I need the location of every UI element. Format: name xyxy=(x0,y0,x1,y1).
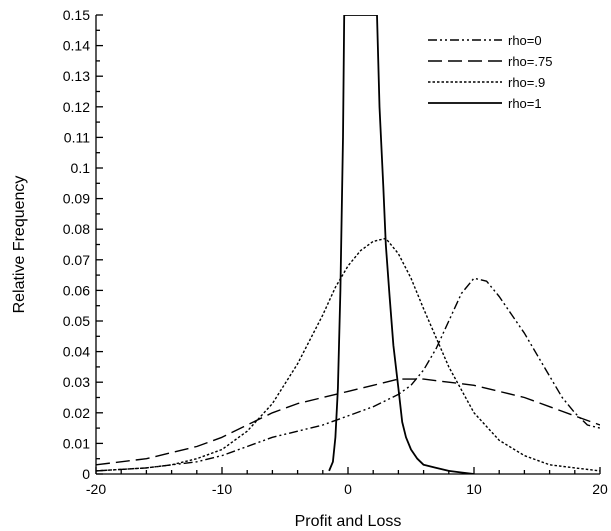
chart-ticks: 0 0.01 0.02 0.03 0.04 0.05 0.06 0.07 0.08 0.09 0.1… xyxy=(63,7,608,497)
series-line-3 xyxy=(96,237,600,472)
y-tick-label: 0.07 xyxy=(63,252,90,268)
y-tick-label: 0.09 xyxy=(63,191,90,207)
x-axis-label: Profit and Loss xyxy=(295,513,402,530)
x-tick-label: 10 xyxy=(466,481,482,497)
y-tick-label: 0.08 xyxy=(63,221,90,237)
y-tick-label: 0.03 xyxy=(63,374,90,390)
series-line-1 xyxy=(96,277,600,472)
y-tick-label: 0.04 xyxy=(63,344,90,360)
chart-legend: rho=0 rho=.75 rho=.9 rho=1 xyxy=(428,33,552,111)
y-tick-label: 0.13 xyxy=(63,68,90,84)
y-axis-label: Relative Frequency xyxy=(11,176,28,314)
series-line-2 xyxy=(96,378,600,466)
series-line-4 xyxy=(328,15,475,474)
legend-label-1: rho=0 xyxy=(508,33,542,48)
x-tick-label: 20 xyxy=(592,481,608,497)
legend-label-3: rho=.9 xyxy=(508,75,545,90)
y-tick-label: 0.06 xyxy=(63,282,90,298)
y-tick-label: 0 xyxy=(82,466,90,482)
y-tick-label: 0.05 xyxy=(63,313,90,329)
chart-series xyxy=(96,15,600,474)
x-tick-label: -20 xyxy=(86,481,106,497)
y-tick-label: 0.11 xyxy=(64,129,90,145)
y-tick-label: 0.12 xyxy=(63,99,90,115)
legend-label-4: rho=1 xyxy=(508,96,542,111)
legend-label-2: rho=.75 xyxy=(508,54,552,69)
y-tick-label: 0.02 xyxy=(63,405,90,421)
y-tick-label: 0.1 xyxy=(71,160,91,176)
y-tick-label: 0.15 xyxy=(63,7,90,23)
x-tick-label: 0 xyxy=(344,481,352,497)
y-tick-label: 0.01 xyxy=(63,435,90,451)
y-tick-label: 0.14 xyxy=(63,38,90,54)
x-tick-label: -10 xyxy=(212,481,232,497)
